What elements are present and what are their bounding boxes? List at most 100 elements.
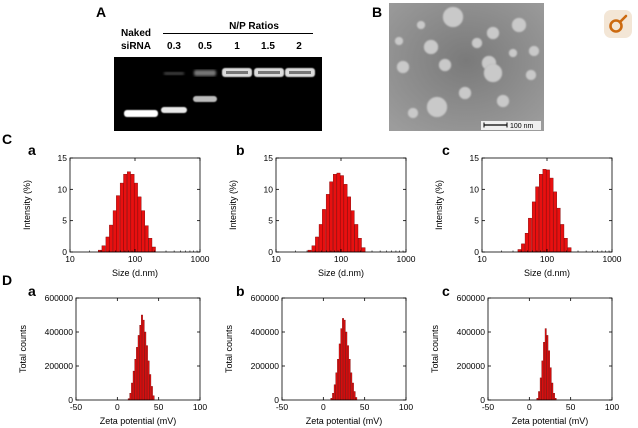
gel-well-core: [258, 71, 280, 74]
sub-label-cc: c: [442, 142, 450, 158]
chart-bar: [137, 335, 140, 401]
gel-electrophoresis-image: [114, 57, 322, 131]
chart-bar: [335, 372, 338, 401]
chart-bar: [549, 177, 554, 253]
chart-x-tick-label: 1000: [191, 254, 210, 264]
chart-bar: [340, 175, 344, 253]
gel-band: [193, 96, 217, 102]
chart-bar: [357, 238, 362, 253]
chart-x-tick-label: 0: [115, 402, 120, 412]
chart-x-tick-label: 50: [154, 402, 164, 412]
gel-ratio-label: 0.3: [167, 41, 181, 52]
chart-bar: [361, 247, 366, 253]
chart-y-tick-label: 0: [62, 247, 67, 257]
chart-bar: [112, 210, 117, 253]
gel-ratio-underline: [163, 33, 313, 34]
chart-x-axis-label: Zeta potential (mV): [306, 416, 383, 426]
chart-bar: [141, 314, 143, 401]
chart-bar: [333, 174, 337, 253]
chart-bar: [127, 171, 131, 253]
gel-well-core: [289, 71, 311, 74]
chart-x-tick-label: -50: [482, 402, 495, 412]
chart-x-tick-label: 50: [566, 402, 576, 412]
chart-bar: [134, 182, 138, 253]
chart-bar: [329, 181, 334, 253]
chart-bar: [123, 174, 128, 253]
chart-bar: [564, 238, 568, 253]
chart-bar: [322, 209, 326, 253]
chart-bar: [338, 343, 341, 401]
panel-label-a: A: [96, 4, 107, 20]
chart-bar: [139, 325, 142, 401]
chart-bar: [152, 395, 155, 401]
chart-y-tick-label: 600000: [251, 293, 280, 303]
panel-label-c: C: [2, 131, 13, 147]
chart-size-distribution-a: 10 100 1000 0 5 10 15 Size (d.nm) Intensity (%): [22, 153, 210, 278]
gel-ratio-label: 2: [296, 41, 302, 52]
chart-x-tick-label: 100: [334, 254, 348, 264]
chart-bar: [548, 350, 550, 401]
chart-bar: [109, 224, 113, 253]
chart-bar: [350, 372, 353, 401]
chart-y-tick-label: 0: [474, 247, 479, 257]
chart-bar: [311, 245, 316, 253]
chart-x-axis-label: Size (d.nm): [524, 268, 570, 278]
chart-bar: [340, 328, 343, 401]
chart-y-tick-label: 5: [62, 216, 67, 226]
chart-bar: [345, 331, 348, 401]
chart-bar: [553, 191, 557, 253]
chart-bar: [333, 384, 336, 401]
chart-x-axis-label: Size (d.nm): [112, 268, 158, 278]
female-symbol-icon: [609, 14, 628, 33]
chart-bar: [542, 169, 547, 253]
sub-label-cb: b: [236, 142, 245, 158]
chart-y-tick-label: 5: [474, 216, 479, 226]
gel-sirna-label: siRNA: [120, 41, 151, 52]
chart-x-tick-label: 0: [527, 402, 532, 412]
chart-bar: [546, 169, 550, 253]
chart-bar: [539, 377, 542, 401]
female-symbol-icon-badge[interactable]: [604, 10, 632, 38]
chart-bar: [567, 247, 572, 253]
chart-x-tick-label: -50: [276, 402, 289, 412]
chart-bar: [352, 382, 354, 401]
chart-bar: [325, 194, 330, 253]
chart-x-axis-label: Zeta potential (mV): [512, 416, 589, 426]
chart-bar: [142, 319, 145, 401]
chart-y-tick-label: 10: [58, 184, 68, 194]
chart-bar: [539, 174, 543, 253]
sub-label-da: a: [28, 283, 36, 299]
sub-label-ca: a: [28, 142, 36, 158]
chart-bar: [343, 319, 346, 401]
gel-naked-label: Naked: [120, 28, 151, 39]
chart-bar: [354, 224, 359, 253]
chart-y-tick-label: 200000: [251, 361, 280, 371]
chart-bar: [134, 358, 137, 401]
chart-bar: [136, 347, 138, 401]
chart-bar: [350, 210, 355, 253]
gel-well-band: [194, 70, 216, 76]
chart-bar: [105, 236, 110, 253]
chart-bar: [560, 224, 565, 253]
chart-bar: [553, 392, 555, 401]
chart-bar: [521, 243, 525, 253]
chart-bar: [549, 367, 552, 401]
chart-bar: [144, 225, 149, 253]
gel-ratio-label: 1.5: [261, 41, 275, 52]
chart-x-tick-label: 10: [477, 254, 487, 264]
chart-bar: [347, 196, 351, 253]
chart-x-tick-label: 10: [271, 254, 281, 264]
chart-y-tick-label: 400000: [45, 327, 74, 337]
gel-ratio-header: N/P Ratios: [229, 21, 279, 32]
chart-x-axis-label: Size (d.nm): [318, 268, 364, 278]
chart-bar: [528, 217, 532, 253]
chart-bar: [531, 201, 536, 253]
chart-bar: [524, 232, 529, 253]
chart-x-axis-label: Zeta potential (mV): [100, 416, 177, 426]
gel-band: [124, 110, 158, 117]
chart-x-tick-label: 50: [360, 402, 370, 412]
chart-bar: [551, 382, 554, 401]
chart-bar: [336, 172, 341, 253]
